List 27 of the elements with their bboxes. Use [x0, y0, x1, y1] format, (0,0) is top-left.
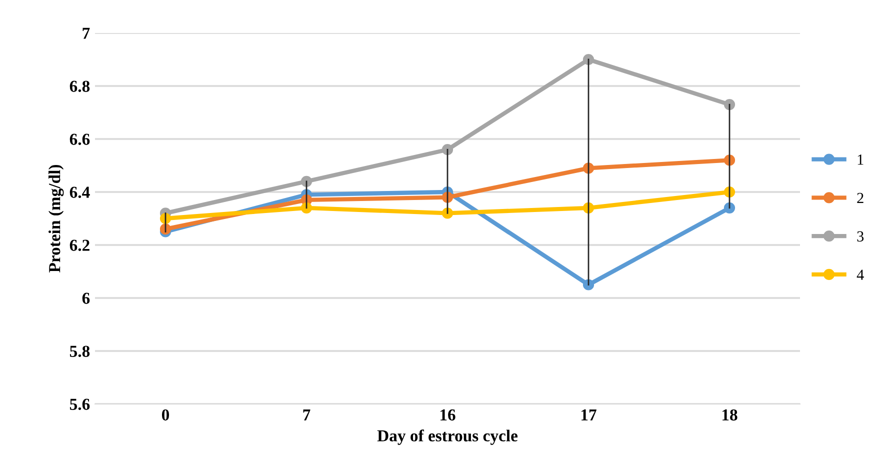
- legend-label: 1: [858, 154, 864, 165]
- point: [582, 54, 594, 66]
- y-tick-label: 6.2: [70, 240, 90, 252]
- y-tick-label: 7: [82, 28, 90, 39]
- y-axis-title: Protein (mg/dl): [48, 164, 64, 272]
- point: [442, 144, 454, 156]
- x-tick-label: 7: [303, 410, 310, 420]
- y-tick-label: 6.4: [70, 186, 90, 198]
- legend-label: 2: [857, 192, 864, 204]
- point: [300, 176, 312, 187]
- y-tick-label: 5.8: [70, 346, 90, 358]
- y-tick-label: 6: [82, 292, 90, 304]
- x-tick-label: 17: [582, 409, 596, 420]
- x-tick-label: 16: [440, 409, 456, 421]
- point: [442, 208, 454, 219]
- y-tick-label: 5.6: [70, 398, 90, 410]
- x-axis-title: Day of estrous cycle: [377, 430, 518, 445]
- x-tick-label: 18: [722, 409, 738, 421]
- point: [582, 279, 594, 290]
- point: [300, 202, 312, 214]
- y-tick-label: 6.6: [70, 134, 90, 146]
- legend-label: 3: [857, 231, 864, 242]
- point: [724, 98, 736, 110]
- y-tick-label: 6.8: [70, 80, 90, 92]
- point: [724, 202, 736, 214]
- legend-label: 4: [856, 270, 864, 280]
- x-tick-label: 0: [162, 409, 170, 421]
